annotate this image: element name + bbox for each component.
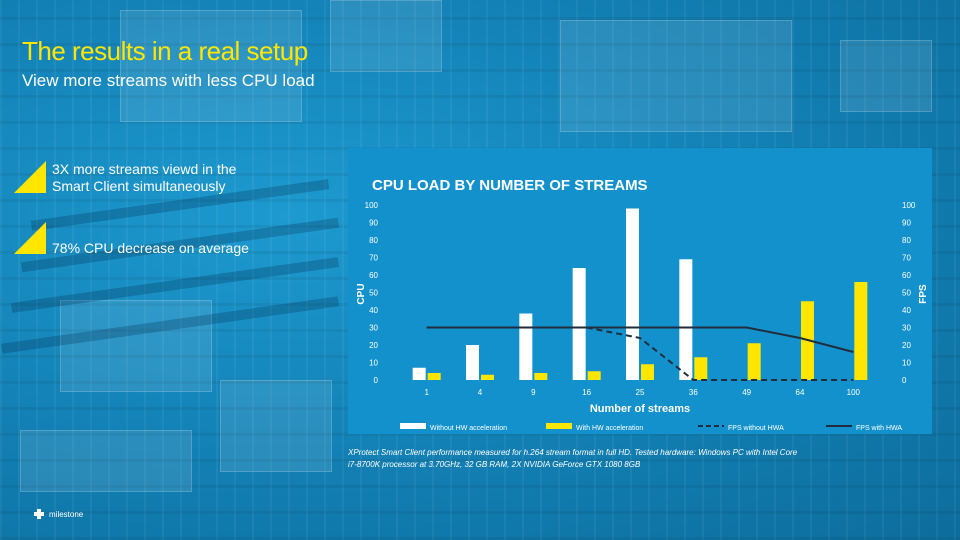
y-tick-label: 80 [369, 236, 378, 245]
x-tick-label: 9 [531, 388, 536, 397]
slide-subtitle: View more streams with less CPU load [22, 71, 315, 90]
legend-label: FPS without HWA [728, 425, 784, 432]
y-axis-label: CPU [356, 283, 367, 304]
bullet-text: 3X more streams viewd in the Smart Clien… [52, 161, 236, 195]
y2-tick-label: 20 [902, 341, 911, 350]
bullet-item-streams: 3X more streams viewd in the Smart Clien… [14, 161, 344, 195]
bar-with-hwa [481, 374, 494, 380]
chart-panel: CPU LOAD BY NUMBER OF STREAMS 0 10 20 30 40 5… [348, 148, 932, 434]
x-tick-label: 49 [742, 388, 751, 397]
bullet-item-cpu: 78% CPU decrease on average [14, 222, 344, 256]
bar-without-hwa [466, 345, 479, 380]
legend-label: Without HW acceleration [430, 425, 507, 432]
y2-tick-label: 100 [902, 201, 916, 210]
y2-tick-label: 10 [902, 359, 911, 368]
bar-with-hwa [694, 357, 708, 380]
logo-text: milestone [49, 509, 84, 519]
y2-tick-label: 40 [902, 306, 911, 315]
x-tick-label: 25 [636, 388, 645, 397]
y2-tick-label: 60 [902, 271, 911, 280]
y2-axis-label: FPS [918, 284, 929, 304]
bar-without-hwa [626, 208, 639, 380]
legend-swatch [546, 423, 572, 429]
bullet-text: 78% CPU decrease on average [52, 240, 249, 257]
chart-title: CPU LOAD BY NUMBER OF STREAMS [372, 177, 648, 194]
fps-lines [426, 326, 854, 381]
y2-tick-label: 90 [902, 219, 911, 228]
bar-with-hwa [641, 364, 654, 380]
footnote-line: XProtect Smart Client performance measur… [348, 448, 798, 457]
x-axis-label: Number of streams [590, 403, 690, 415]
x-tick-label: 1 [424, 388, 429, 397]
y-tick-label: 90 [369, 219, 378, 228]
cpu-load-chart: CPU LOAD BY NUMBER OF STREAMS 0102030405… [356, 177, 929, 432]
x-tick-label: 64 [796, 388, 805, 397]
legend: Without HW acceleration With HW accelerat… [400, 423, 902, 432]
fps-line-with-hwa [426, 326, 854, 353]
x-tick-label: 16 [582, 388, 591, 397]
bullet-triangle-icon [14, 222, 46, 254]
bullet-line: 3X more streams viewd in the [52, 161, 237, 177]
x-tick-label: 4 [478, 388, 483, 397]
bar-with-hwa [427, 373, 441, 380]
bar-without-hwa [412, 367, 426, 380]
bar-with-hwa [747, 343, 761, 380]
legend-swatch [400, 423, 426, 429]
milestone-logo: milestone [34, 509, 83, 519]
logo-mark-icon [34, 509, 44, 519]
y-tick-label: 0 [374, 376, 379, 385]
y-tick-label: 20 [369, 341, 378, 350]
y-tick-label: 60 [369, 271, 378, 280]
bar-without-hwa [572, 268, 586, 380]
bars [412, 208, 868, 380]
bar-with-hwa [534, 373, 548, 380]
y-tick-label: 40 [369, 306, 378, 315]
y2-tick-label: 70 [902, 254, 911, 263]
legend-label: With HW acceleration [576, 425, 643, 432]
x-tick-label: 36 [689, 388, 698, 397]
y-tick-label: 70 [369, 254, 378, 263]
bullet-triangle-icon [14, 161, 46, 193]
y-tick-label: 100 [365, 201, 379, 210]
y2-tick-label: 30 [902, 324, 911, 333]
bar-without-hwa [679, 259, 693, 380]
bullet-line: Smart Client simultaneously [52, 178, 226, 194]
bar-without-hwa [519, 313, 533, 380]
x-axis: 1 4 9 16 25 36 49 64 100 [424, 388, 860, 397]
bullet-line: 78% CPU decrease on average [52, 240, 249, 256]
legend-label: FPS with HWA [856, 425, 902, 432]
y2-tick-label: 80 [902, 236, 911, 245]
x-tick-label: 100 [847, 388, 861, 397]
y-axis-left: 0 10 20 30 40 50 60 70 80 90 100 [365, 201, 379, 385]
y-tick-label: 30 [369, 324, 378, 333]
bar-with-hwa [587, 371, 601, 380]
bar-with-hwa [854, 282, 868, 380]
y-axis-right: 0 10 20 30 40 50 60 70 80 90 100 [902, 201, 916, 385]
y-tick-label: 10 [369, 359, 378, 368]
y2-tick-label: 50 [902, 289, 911, 298]
y-tick-label: 50 [369, 289, 378, 298]
slide-title: The results in a real setup [22, 36, 308, 66]
footnote: XProtect Smart Client performance measur… [348, 447, 928, 471]
y2-tick-label: 0 [902, 376, 907, 385]
footnote-line: i7-8700K processor at 3.70GHz, 32 GB RAM… [348, 460, 641, 469]
